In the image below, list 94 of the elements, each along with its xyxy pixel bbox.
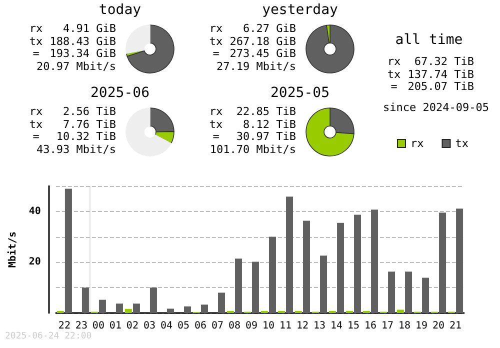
text: = (212, 47, 220, 60)
text: 30.97 TiB (235, 130, 296, 144)
x-tick-label: 12 (296, 320, 308, 332)
x-tick-label: 22 (58, 320, 70, 332)
bar (252, 262, 259, 313)
text: 6.27 GiB (242, 22, 296, 36)
bar (150, 288, 157, 313)
text: 273.45 GiB (228, 47, 296, 60)
text: = (32, 47, 40, 60)
text: 267.18 GiB (228, 34, 296, 48)
text: 4.91 GiB (62, 22, 116, 36)
chart-title: 2025-06 (90, 85, 150, 101)
text: rx (208, 105, 224, 118)
bar (116, 304, 123, 313)
x-tick-label: 07 (211, 320, 224, 332)
x-tick-label: 01 (109, 320, 122, 332)
text: tx (28, 118, 44, 131)
text: = (212, 130, 220, 144)
x-tick-label: 09 (245, 320, 258, 332)
text: 193.34 GiB (48, 47, 116, 60)
x-tick-label: 16 (364, 320, 377, 332)
text: 137.74 TiB (406, 68, 474, 81)
text: 188.43 GiB (48, 34, 116, 48)
text: rx (28, 105, 44, 118)
bar (124, 308, 132, 313)
legend-label: rx (410, 137, 424, 150)
text: tx (208, 118, 224, 131)
bar (268, 236, 276, 313)
x-tick-label: 23 (75, 320, 88, 332)
text: 20.97 Mbit/s (36, 60, 116, 73)
x-tick-label: 18 (398, 320, 411, 332)
bar (396, 310, 404, 313)
chart-title: today (98, 2, 142, 18)
text: 2.56 TiB (62, 105, 116, 118)
text: rx (28, 22, 44, 36)
text: = (32, 130, 40, 144)
bar (184, 306, 191, 313)
x-tick-label: 19 (415, 320, 428, 332)
bar (371, 210, 378, 313)
bar (218, 292, 225, 313)
x-tick-label: 20 (432, 320, 445, 332)
text: tx (28, 34, 44, 48)
text: 43.93 Mbit/s (36, 142, 116, 156)
x-tick-label: 15 (347, 320, 360, 332)
bar (354, 214, 362, 313)
x-tick-label: 21 (449, 320, 462, 332)
text: 101.70 Mbit/s (208, 142, 296, 156)
bar (234, 258, 242, 313)
x-tick-label: 13 (313, 320, 326, 332)
bar (286, 196, 293, 313)
bar (98, 300, 106, 313)
text: 10.32 TiB (55, 130, 116, 144)
bar (132, 304, 140, 313)
legend-label: tx (455, 137, 469, 150)
text: tx (386, 68, 402, 81)
x-tick-label: 04 (160, 320, 172, 332)
y-axis-title: Mbit/s (6, 231, 18, 268)
text: 205.07 TiB (406, 80, 474, 94)
x-tick-label: 02 (126, 320, 138, 332)
x-tick-label: 14 (330, 320, 343, 332)
text: 67.32 TiB (413, 55, 474, 68)
x-tick-label: 05 (177, 320, 190, 332)
bar (303, 220, 310, 313)
text: = (390, 80, 398, 94)
text: 8.12 TiB (242, 118, 296, 131)
x-tick-label: 17 (381, 320, 394, 332)
bar (320, 256, 328, 313)
bar (200, 304, 208, 313)
text: rx (208, 22, 224, 36)
bar (166, 308, 174, 313)
x-tick-label: 00 (92, 320, 104, 332)
chart-title: yesterday (262, 2, 338, 18)
bar (422, 278, 430, 313)
text: 7.76 TiB (62, 118, 116, 131)
text: tx (208, 34, 224, 48)
x-tick-label: 10 (262, 320, 274, 332)
text: 27.19 Mbit/s (216, 60, 296, 73)
chart-title: 2025-05 (270, 85, 330, 101)
bar (439, 212, 446, 313)
bar (388, 272, 396, 313)
text: since 2024-09-05 (383, 100, 489, 114)
text: all time (395, 32, 463, 48)
bar (456, 208, 464, 313)
x-tick-label: 11 (279, 320, 292, 332)
y-tick-label: 40 (28, 206, 41, 217)
text: rx (386, 55, 402, 68)
x-tick-label: 03 (143, 320, 156, 332)
text: 22.85 TiB (235, 105, 296, 118)
x-tick-label: 08 (228, 320, 240, 332)
x-tick-label: 06 (194, 320, 206, 332)
bar (82, 288, 89, 313)
bar (405, 272, 412, 313)
bar (337, 222, 344, 313)
bar (64, 188, 72, 313)
